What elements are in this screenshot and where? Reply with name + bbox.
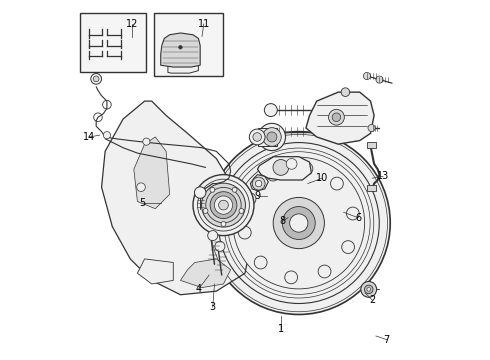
Circle shape: [376, 76, 383, 83]
Circle shape: [273, 197, 324, 249]
Circle shape: [342, 241, 354, 253]
Circle shape: [215, 241, 225, 251]
Bar: [153, 13, 223, 76]
Text: 14: 14: [83, 132, 95, 142]
Text: 6: 6: [355, 213, 361, 222]
Bar: [367, 142, 376, 148]
Circle shape: [265, 125, 277, 138]
Circle shape: [179, 45, 182, 49]
Circle shape: [265, 104, 277, 117]
Circle shape: [367, 288, 370, 291]
Circle shape: [219, 200, 228, 210]
Text: 11: 11: [197, 19, 210, 29]
Text: 10: 10: [316, 173, 328, 183]
Circle shape: [300, 162, 313, 175]
Circle shape: [252, 177, 265, 190]
Circle shape: [143, 138, 150, 145]
Circle shape: [273, 159, 289, 175]
Polygon shape: [180, 259, 231, 288]
Circle shape: [267, 168, 279, 181]
Circle shape: [214, 196, 233, 214]
Circle shape: [238, 226, 251, 239]
Text: 13: 13: [377, 171, 389, 181]
Circle shape: [286, 158, 297, 169]
Circle shape: [290, 214, 308, 232]
Bar: [80, 13, 147, 72]
Circle shape: [258, 123, 286, 150]
Circle shape: [232, 187, 237, 192]
Circle shape: [201, 183, 245, 227]
Circle shape: [93, 76, 99, 82]
Circle shape: [103, 132, 111, 139]
Text: 3: 3: [210, 302, 216, 312]
Circle shape: [195, 187, 206, 198]
Circle shape: [193, 175, 254, 235]
Circle shape: [330, 177, 343, 190]
Circle shape: [254, 256, 267, 269]
Text: 5: 5: [140, 198, 146, 208]
Circle shape: [233, 157, 365, 289]
Polygon shape: [258, 157, 311, 180]
Circle shape: [361, 282, 377, 297]
Circle shape: [365, 285, 373, 294]
Circle shape: [210, 187, 215, 192]
Polygon shape: [250, 175, 269, 191]
Circle shape: [285, 271, 297, 284]
Circle shape: [346, 207, 359, 220]
Circle shape: [91, 73, 101, 84]
Bar: [258, 128, 277, 146]
Circle shape: [243, 193, 256, 206]
Circle shape: [263, 128, 281, 146]
Circle shape: [210, 192, 237, 219]
Circle shape: [137, 183, 146, 192]
Text: 7: 7: [384, 334, 390, 345]
Polygon shape: [137, 259, 173, 284]
Bar: [367, 185, 376, 191]
Circle shape: [282, 207, 315, 239]
Polygon shape: [306, 92, 374, 144]
Text: 9: 9: [254, 191, 261, 201]
Circle shape: [203, 208, 208, 213]
Text: 1: 1: [278, 324, 284, 334]
Circle shape: [332, 113, 341, 122]
Circle shape: [267, 132, 277, 142]
Text: 2: 2: [369, 295, 375, 305]
Circle shape: [253, 133, 262, 141]
Circle shape: [364, 72, 370, 80]
Circle shape: [208, 230, 218, 240]
Circle shape: [368, 125, 375, 132]
Text: 12: 12: [126, 19, 138, 29]
Circle shape: [206, 188, 241, 223]
Circle shape: [318, 265, 331, 278]
Circle shape: [207, 132, 390, 315]
Circle shape: [255, 180, 262, 187]
Text: 4: 4: [196, 284, 201, 294]
Polygon shape: [101, 101, 252, 295]
Polygon shape: [168, 42, 198, 73]
Polygon shape: [161, 33, 200, 67]
Circle shape: [329, 109, 344, 125]
Circle shape: [249, 129, 265, 145]
Circle shape: [341, 88, 350, 96]
Polygon shape: [134, 137, 170, 209]
Circle shape: [221, 221, 226, 226]
Text: 8: 8: [280, 216, 286, 226]
Circle shape: [239, 208, 244, 213]
